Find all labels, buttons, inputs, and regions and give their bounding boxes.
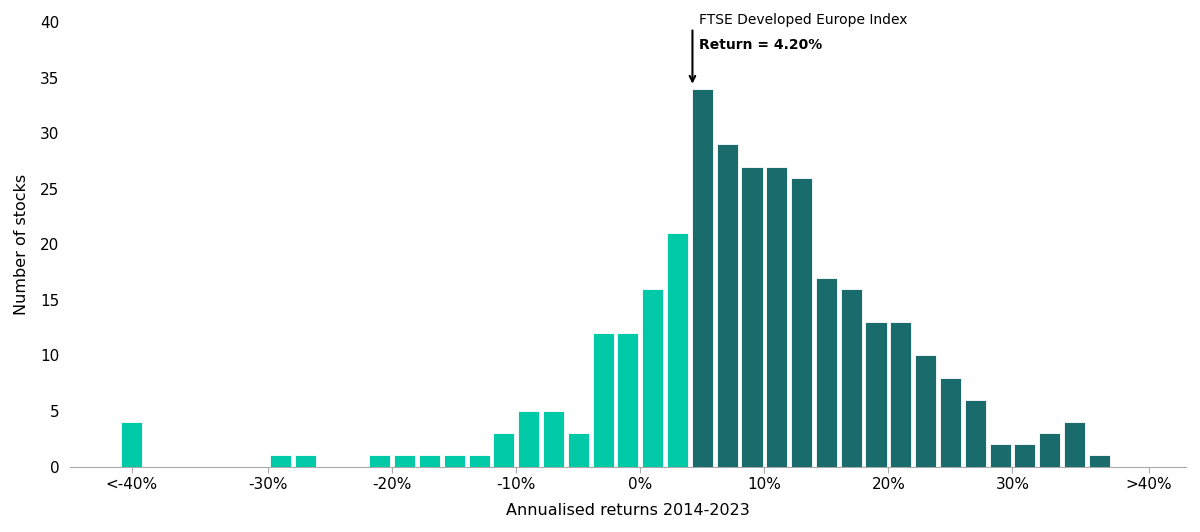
Bar [841,289,862,467]
Bar [394,455,415,467]
Bar [370,455,390,467]
Bar [1064,422,1085,467]
Bar [444,455,464,467]
Bar [618,333,638,467]
Bar [468,455,490,467]
Bar [940,378,961,467]
Bar [716,144,738,467]
Bar [593,333,613,467]
Bar [990,444,1010,467]
Text: FTSE Developed Europe Index: FTSE Developed Europe Index [698,13,907,27]
X-axis label: Annualised returns 2014-2023: Annualised returns 2014-2023 [506,503,750,518]
Bar [890,322,911,467]
Bar [767,167,787,467]
Bar [816,278,836,467]
Bar [419,455,440,467]
Bar [270,455,292,467]
Bar [692,89,713,467]
Bar [1088,455,1110,467]
Bar [1014,444,1036,467]
Bar [493,433,515,467]
Bar [542,411,564,467]
Bar [916,355,936,467]
Bar [965,400,985,467]
Bar [1039,433,1061,467]
Text: Return = 4.20%: Return = 4.20% [698,38,822,52]
Bar [642,289,664,467]
Bar [568,433,589,467]
Bar [121,422,143,467]
Bar [865,322,887,467]
Bar [295,455,316,467]
Y-axis label: Number of stocks: Number of stocks [14,174,29,315]
Bar [742,167,762,467]
Bar [667,233,688,467]
Bar [791,178,812,467]
Bar [518,411,539,467]
